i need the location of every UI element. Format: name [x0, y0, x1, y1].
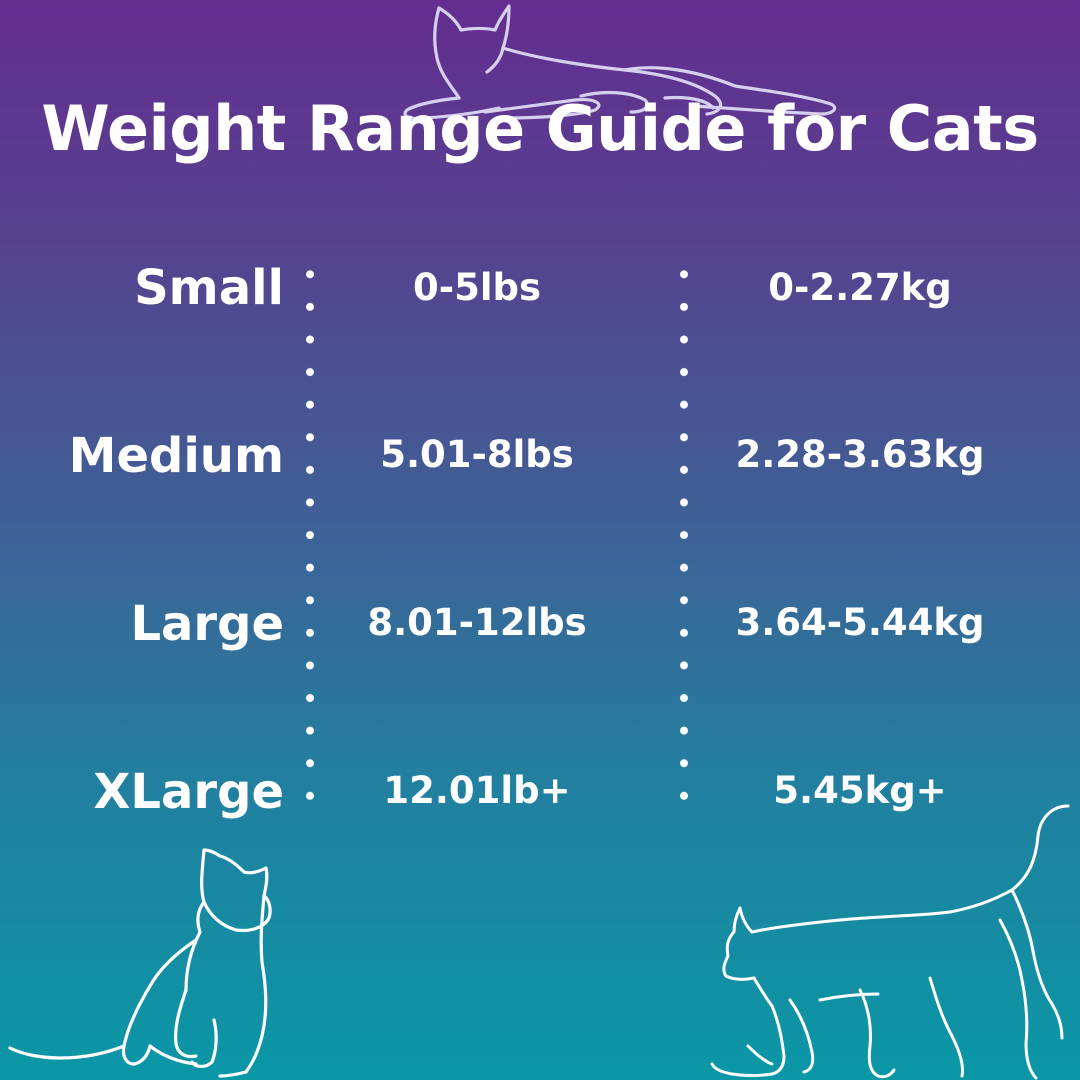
- size-label-xlarge: XLarge: [93, 764, 284, 820]
- lbs-value-xlarge: 12.01lb+: [383, 769, 571, 812]
- kg-value-large: 3.64-5.44kg: [735, 601, 985, 644]
- dotted-divider-left: [305, 258, 315, 823]
- lbs-value-small: 0-5lbs: [412, 266, 542, 309]
- sitting-cat-outline-icon: [8, 848, 272, 1078]
- lbs-value-large: 8.01-12lbs: [367, 601, 587, 644]
- lying-cat-outline-icon: [403, 4, 837, 121]
- size-label-large: Large: [130, 596, 284, 652]
- kg-value-medium: 2.28-3.63kg: [735, 433, 985, 476]
- lbs-value-medium: 5.01-8lbs: [380, 433, 574, 476]
- page-title: Weight Range Guide for Cats: [41, 92, 1039, 165]
- walking-cat-outline-icon: [710, 804, 1070, 1080]
- size-label-small: Small: [134, 260, 284, 316]
- kg-value-small: 0-2.27kg: [768, 266, 952, 309]
- kg-value-xlarge: 5.45kg+: [773, 769, 947, 812]
- dotted-divider-right: [679, 258, 689, 823]
- size-label-medium: Medium: [68, 428, 284, 484]
